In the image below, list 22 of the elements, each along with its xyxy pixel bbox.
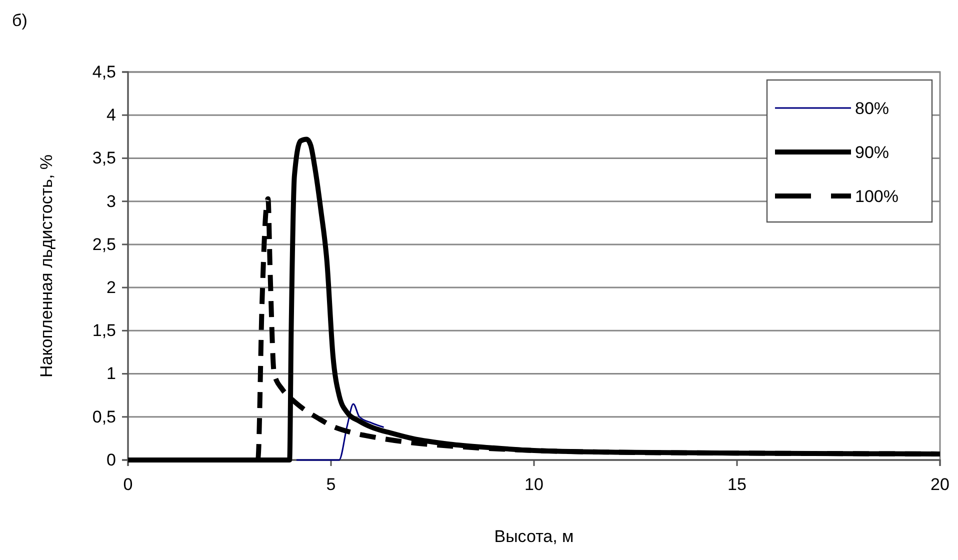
x-tick-label: 5: [326, 475, 336, 494]
y-tick-label: 1,5: [92, 321, 116, 340]
legend-label: 80%: [855, 99, 890, 118]
x-axis-title: Высота, м: [494, 527, 574, 546]
x-tick-label: 15: [728, 475, 746, 494]
y-axis-title: Накопленная льдистость, %: [37, 154, 56, 378]
text: б): [12, 11, 28, 30]
x-tick-label: 0: [123, 475, 133, 494]
y-tick-label: 4: [106, 106, 116, 125]
x-tick-label: 10: [524, 475, 544, 494]
y-tick-label: 2,5: [92, 234, 116, 254]
legend-label: 100%: [855, 187, 898, 206]
y-tick-label: 4,5: [92, 62, 116, 82]
legend-label: 90%: [855, 143, 890, 162]
y-tick-label: 3: [106, 192, 116, 211]
y-tick-label: 3,5: [92, 148, 116, 168]
y-tick-label: 0: [106, 450, 116, 470]
y-tick-label: 2: [106, 278, 116, 297]
y-tick-label: 0,5: [92, 407, 116, 426]
line-series: [296, 403, 385, 461]
x-tick-label: 20: [930, 475, 950, 494]
y-tick-label: 1: [106, 364, 116, 384]
